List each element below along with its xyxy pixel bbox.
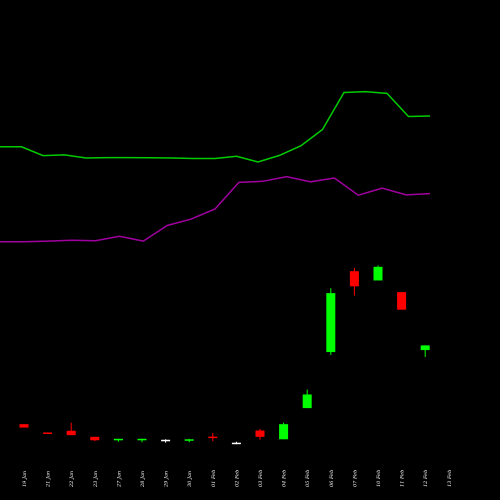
x-tick-label: 23 Jan: [93, 471, 99, 488]
candle-body: [349, 271, 359, 287]
candle-29-jan: [161, 439, 171, 443]
x-tick-label: 30 Jan: [187, 471, 193, 487]
candle-body: [373, 266, 383, 281]
candle-body: [420, 345, 430, 351]
x-tick-label: 11 Feb: [400, 470, 406, 487]
candle-21-jan: [43, 432, 53, 434]
candle-30-jan: [184, 438, 194, 443]
candle-body: [184, 439, 194, 441]
candle-body: [397, 292, 407, 310]
candle-12-feb: [420, 345, 430, 357]
high-low-readout: H: 18.47 L: 16.11: [0, 28, 500, 50]
x-tick-label: 13 Feb: [447, 470, 453, 487]
candle-01-feb: [208, 432, 218, 442]
open-value: O: 17.51: [0, 17, 35, 28]
chart-title: NYKAA 255 CE Options Chart MunafaSutra.c…: [0, 0, 121, 6]
open-close-readout: C: 18.47 O: 17.51: [0, 6, 500, 28]
candle-04-feb: [279, 422, 289, 440]
x-tick-label: 22 Jan: [69, 471, 75, 488]
candle-03-feb: [255, 429, 265, 440]
candle-body: [19, 424, 29, 428]
x-tick-label: 12 Feb: [423, 470, 429, 487]
x-tick-label: 29 Jan: [164, 471, 170, 488]
x-tick-label: 03 Feb: [258, 470, 264, 487]
candle-19-jan: [19, 424, 29, 428]
close-value: C: 18.47: [0, 6, 35, 17]
candle-body: [161, 439, 171, 442]
low-value: L: 16.11: [0, 39, 34, 50]
candle-body: [326, 293, 336, 353]
candle-body: [302, 394, 312, 409]
candle-05-feb: [302, 389, 312, 409]
candle-22-jan: [66, 422, 76, 436]
x-tick-label: 21 Jan: [46, 471, 52, 488]
candle-body: [208, 436, 218, 439]
indicator-lines: [0, 90, 431, 243]
x-tick-label: 06 Feb: [329, 470, 335, 487]
x-tick-label: 27 Jan: [116, 471, 122, 488]
candle-06-feb: [326, 288, 336, 355]
x-tick-label: 04 Feb: [282, 470, 288, 487]
candle-11-feb: [397, 292, 407, 310]
candlesticks: [19, 265, 430, 445]
candle-body: [113, 438, 123, 441]
candle-body: [137, 438, 147, 441]
x-tick-label: 10 Feb: [376, 470, 382, 487]
candle-10-feb: [373, 265, 383, 281]
high-value: H: 18.47: [0, 28, 35, 39]
x-axis-labels: 19 Jan 21 Jan 22 Jan 23 Jan 27 Jan 28 Jan 29 J…: [22, 470, 453, 488]
candle-body: [43, 432, 53, 434]
candle-23-jan: [90, 436, 100, 442]
candle-body: [279, 424, 289, 440]
candle-02-feb: [231, 441, 241, 445]
line-green-series: [0, 90, 431, 163]
candle-body: [90, 436, 100, 441]
line-magenta-series: [0, 175, 431, 243]
candle-body: [255, 430, 265, 437]
x-tick-label: 01 Feb: [211, 470, 217, 487]
x-tick-label: 02 Feb: [234, 470, 240, 487]
x-tick-label: 05 Feb: [305, 470, 311, 487]
candle-body: [66, 430, 76, 436]
x-tick-label: 28 Jan: [140, 471, 146, 488]
candle-27-jan: [113, 438, 123, 442]
candle-body: [231, 442, 241, 445]
x-tick-label: 19 Jan: [22, 471, 28, 487]
candle-28-jan: [137, 438, 147, 443]
x-tick-label: 07 Feb: [352, 470, 358, 487]
candle-07-feb: [349, 267, 359, 296]
